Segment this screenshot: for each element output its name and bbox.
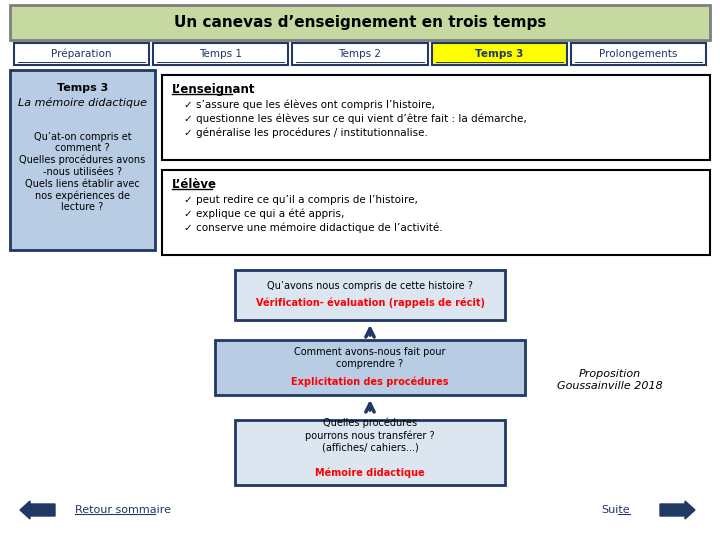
Text: Proposition
Goussainville 2018: Proposition Goussainville 2018: [557, 369, 663, 391]
Text: Comment avons-nous fait pour
comprendre ?: Comment avons-nous fait pour comprendre …: [294, 347, 446, 369]
Text: Prolongements: Prolongements: [599, 49, 678, 59]
FancyBboxPatch shape: [235, 420, 505, 485]
Text: Mémoire didactique: Mémoire didactique: [315, 468, 425, 478]
FancyBboxPatch shape: [10, 70, 155, 250]
FancyArrow shape: [20, 501, 55, 519]
Text: ✓ s’assure que les élèves ont compris l’histoire,: ✓ s’assure que les élèves ont compris l’…: [184, 100, 435, 110]
Text: ✓ peut redire ce qu’il a compris de l’histoire,: ✓ peut redire ce qu’il a compris de l’hi…: [184, 195, 418, 205]
Text: La mémoire didactique: La mémoire didactique: [18, 98, 147, 108]
Text: ✓ explique ce qui a été appris,: ✓ explique ce qui a été appris,: [184, 209, 344, 219]
Text: Retour sommaire: Retour sommaire: [75, 505, 171, 515]
Text: Vérification- évaluation (rappels de récit): Vérification- évaluation (rappels de réc…: [256, 298, 485, 308]
FancyBboxPatch shape: [10, 5, 710, 40]
Text: Qu’avons nous compris de cette histoire ?: Qu’avons nous compris de cette histoire …: [267, 281, 473, 291]
Text: Temps 3: Temps 3: [57, 83, 108, 93]
FancyBboxPatch shape: [215, 340, 525, 395]
Text: Qu’at-on compris et
comment ?
Quelles procédures avons
-nous utilisées ?
Quels l: Qu’at-on compris et comment ? Quelles pr…: [19, 132, 145, 212]
Text: Temps 1: Temps 1: [199, 49, 243, 59]
FancyBboxPatch shape: [162, 170, 710, 255]
Text: Suite: Suite: [601, 505, 630, 515]
Text: ✓ généralise les procédures / institutionnalise.: ✓ généralise les procédures / institutio…: [184, 128, 428, 138]
FancyBboxPatch shape: [235, 270, 505, 320]
FancyBboxPatch shape: [153, 43, 289, 65]
Text: L’élève: L’élève: [172, 178, 217, 191]
Text: Un canevas d’enseignement en trois temps: Un canevas d’enseignement en trois temps: [174, 15, 546, 30]
FancyBboxPatch shape: [431, 43, 567, 65]
Text: Explicitation des procédures: Explicitation des procédures: [292, 377, 449, 387]
Text: Quelles procédures
pourrons nous transférer ?
(affiches/ cahiers...): Quelles procédures pourrons nous transfé…: [305, 418, 435, 452]
FancyBboxPatch shape: [571, 43, 706, 65]
FancyArrow shape: [660, 501, 695, 519]
Text: Temps 2: Temps 2: [338, 49, 382, 59]
Text: ✓ conserve une mémoire didactique de l’activité.: ✓ conserve une mémoire didactique de l’a…: [184, 222, 443, 233]
FancyBboxPatch shape: [14, 43, 149, 65]
Text: Préparation: Préparation: [51, 49, 112, 59]
Text: L’enseignant: L’enseignant: [172, 83, 256, 96]
Text: ✓ questionne les élèves sur ce qui vient d’être fait : la démarche,: ✓ questionne les élèves sur ce qui vient…: [184, 114, 527, 124]
FancyBboxPatch shape: [292, 43, 428, 65]
Text: Temps 3: Temps 3: [475, 49, 523, 59]
FancyBboxPatch shape: [162, 75, 710, 160]
